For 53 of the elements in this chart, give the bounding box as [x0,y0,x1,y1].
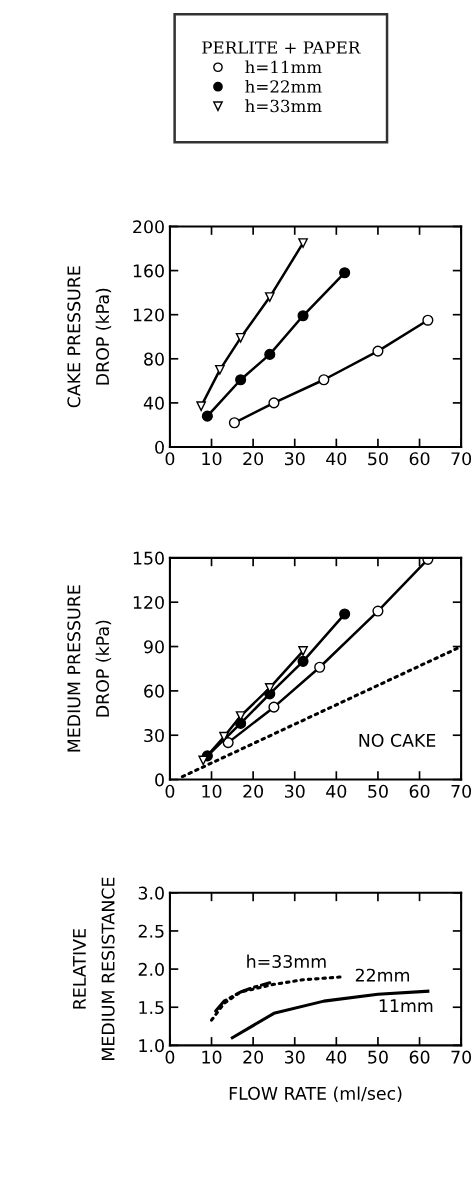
x-tick-label: 30 [285,784,305,798]
legend-title: PERLITE + PAPER [202,41,361,54]
y-tick-label: 120 [133,595,164,610]
legend-label: h=22mm [245,79,322,93]
x-tick-label: 70 [451,452,472,466]
x-tick-label: 50 [368,1050,388,1064]
x-tick-label: 20 [243,1050,264,1064]
y-tick-label: 1.5 [139,1001,164,1015]
x-tick-label: 30 [285,452,305,466]
x-tick-label: 70 [451,784,472,798]
x-tick-label: 70 [451,1050,472,1064]
x-tick-label: 60 [409,452,430,466]
y-tick-label: 80 [144,352,164,366]
y-tick-label: 3.0 [138,886,164,900]
y-tick-label: 120 [133,308,164,322]
x-axis-title: FLOW RATE (ml/sec) [229,1086,402,1102]
annotation: h=33mm [247,954,326,969]
legend-label: h=11mm [245,60,322,74]
y-tick-label: 160 [133,264,164,278]
x-tick-label: 40 [326,784,347,798]
y-axis-title: RELATIVE MEDIUM RESISTANCE [73,877,115,1060]
y-tick-label: 2.0 [138,962,164,976]
x-tick-label: 40 [326,1050,347,1064]
x-tick-label: 50 [368,784,388,798]
x-tick-label: 40 [326,452,347,466]
y-tick-label: 0 [155,773,164,787]
y-tick-label: 90 [144,640,164,654]
y-tick-label: 30 [144,728,164,743]
annotation: NO CAKE [359,733,436,747]
legend-label: h=33mm [245,99,322,113]
x-tick-label: 10 [202,784,222,798]
y-tick-label: 60 [144,684,164,698]
x-tick-label: 10 [202,1050,222,1064]
y-tick-label: 1.0 [139,1039,164,1053]
x-tick-label: 60 [409,784,430,798]
x-tick-label: 60 [409,1050,430,1064]
annotation: 22mm [355,968,409,982]
y-axis-title: CAKE PRESSURE DROP (kPa) [67,266,112,408]
x-tick-label: 10 [202,452,222,466]
x-tick-label: 30 [285,1050,305,1064]
x-tick-label: 0 [165,452,175,466]
y-tick-label: 200 [133,220,164,234]
x-tick-label: 0 [165,1050,175,1064]
x-tick-label: 50 [368,452,388,466]
y-tick-label: 40 [143,396,164,410]
annotation: 11mm [379,999,433,1013]
y-axis-title: MEDIUM PRESSURE DROP (kPa) [67,585,112,752]
x-tick-label: 20 [243,784,264,798]
y-tick-label: 150 [133,551,164,565]
y-tick-label: 2.5 [138,924,164,938]
x-tick-label: 20 [243,452,264,466]
y-tick-label: 0 [155,440,164,454]
x-tick-label: 0 [165,784,175,798]
